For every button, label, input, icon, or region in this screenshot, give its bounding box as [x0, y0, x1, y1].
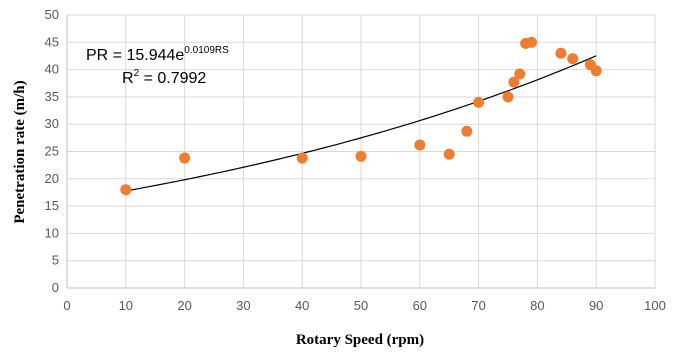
x-tick-label: 20 — [177, 298, 191, 313]
data-point — [296, 152, 308, 164]
data-point — [443, 148, 455, 160]
y-tick-label: 20 — [45, 171, 59, 186]
y-tick-label: 45 — [45, 34, 59, 49]
x-axis-title: Rotary Speed (rpm) — [296, 332, 424, 348]
x-tick-label: 10 — [119, 298, 133, 313]
data-point — [508, 76, 520, 88]
data-point — [590, 65, 602, 77]
y-tick-labels: 0 5 10 15 20 25 30 35 40 45 50 — [45, 7, 59, 295]
y-tick-label: 25 — [45, 144, 59, 159]
x-tick-label: 30 — [236, 298, 250, 313]
y-tick-label: 30 — [45, 116, 59, 131]
data-point — [355, 150, 367, 162]
data-point — [526, 36, 538, 48]
x-tick-label: 90 — [589, 298, 603, 313]
data-point — [555, 47, 567, 59]
y-tick-label: 50 — [45, 7, 59, 22]
data-point — [414, 139, 426, 151]
x-tick-label: 80 — [530, 298, 544, 313]
axes — [66, 15, 655, 289]
x-tick-label: 0 — [63, 298, 70, 313]
x-tick-label: 100 — [644, 298, 666, 313]
x-tick-label: 70 — [471, 298, 485, 313]
y-tick-label: 15 — [45, 198, 59, 213]
y-axis-title: Penetration rate (m/h) — [12, 80, 28, 223]
data-point — [514, 68, 526, 80]
data-point — [567, 53, 579, 65]
x-tick-label: 50 — [354, 298, 368, 313]
trendline — [125, 55, 597, 192]
x-tick-label: 40 — [295, 298, 309, 313]
x-tick-label: 60 — [413, 298, 427, 313]
y-tick-label: 35 — [45, 89, 59, 104]
r-squared-label: R2 = 0.7992 — [122, 68, 206, 87]
data-points — [120, 36, 602, 196]
data-point — [473, 96, 485, 108]
equation-label: PR = 15.944e0.0109RS — [86, 45, 229, 64]
y-tick-label: 0 — [52, 280, 59, 295]
data-point — [461, 125, 473, 137]
x-tick-labels: 0 10 20 30 40 50 60 70 80 90 100 — [63, 298, 665, 313]
y-tick-label: 10 — [45, 225, 59, 240]
y-tick-label: 5 — [52, 253, 59, 268]
data-point — [502, 91, 514, 103]
data-point — [120, 184, 132, 196]
data-point — [179, 152, 191, 164]
y-tick-label: 40 — [45, 62, 59, 77]
